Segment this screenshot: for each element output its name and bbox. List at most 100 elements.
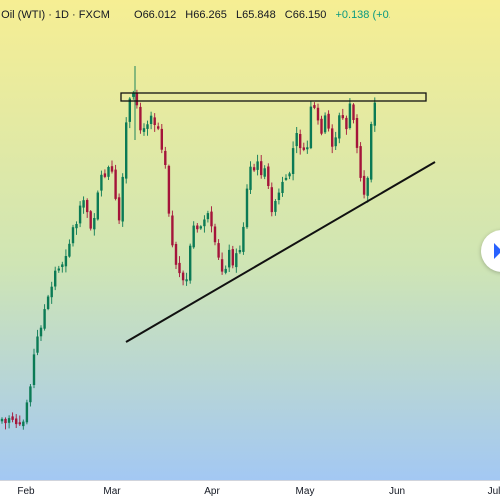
candle-body <box>43 309 46 329</box>
candle-body <box>245 188 249 228</box>
candle-body <box>235 253 238 268</box>
candle-body <box>281 181 284 193</box>
candle-body <box>146 124 149 129</box>
candle-body <box>142 128 146 132</box>
x-tick-label: Jun <box>389 486 405 497</box>
candle-body <box>355 118 359 148</box>
candle-body <box>327 113 330 129</box>
candle-body <box>352 104 355 120</box>
high-value: 66.265 <box>193 9 227 21</box>
candle-body <box>89 211 92 229</box>
x-tick-label: May <box>296 486 315 497</box>
close-label: C <box>284 9 293 21</box>
candle-body <box>110 166 114 172</box>
candle-body <box>39 327 43 337</box>
close-value: 66.150 <box>292 9 327 21</box>
low-value: 65.848 <box>242 9 276 21</box>
candle-body <box>256 161 259 170</box>
candle-body <box>4 418 7 424</box>
candle-body <box>224 268 227 273</box>
candle-body <box>29 386 32 403</box>
candle-body <box>25 402 29 423</box>
candle-body <box>96 192 99 220</box>
change-value: +0.138 (+0.21%) <box>335 9 390 21</box>
candle-body <box>199 226 202 229</box>
candle-body <box>132 93 135 97</box>
candle-body <box>299 134 302 149</box>
candle-body <box>93 218 96 230</box>
candles <box>0 66 376 430</box>
candle-body <box>103 173 107 177</box>
candle-body <box>252 167 256 171</box>
symbol-title: e Oil (WTI) · 1D · FXCM <box>0 9 110 21</box>
candle-body <box>213 226 217 243</box>
candle-body <box>313 105 316 108</box>
candle-body <box>338 115 341 139</box>
candle-body <box>107 167 110 177</box>
candle-body <box>203 219 206 227</box>
candle-body <box>242 226 245 252</box>
candle-body <box>267 166 270 186</box>
high-label: H <box>185 9 194 21</box>
candle-body <box>36 336 39 353</box>
candle-body <box>270 187 273 213</box>
candle-body <box>125 122 128 179</box>
candle-body <box>82 200 85 208</box>
candle-body <box>345 117 348 130</box>
candle-body <box>220 259 224 272</box>
candle-body <box>284 177 288 180</box>
candle-body <box>231 249 234 266</box>
candle-body <box>196 225 199 230</box>
candle-body <box>359 146 362 178</box>
candle-body <box>192 225 195 248</box>
scroll-right-button[interactable] <box>481 230 500 272</box>
candle-body <box>71 227 75 244</box>
candle-body <box>210 211 213 227</box>
candle-body <box>341 115 344 119</box>
candle-body <box>295 133 298 147</box>
candle-body <box>228 249 231 268</box>
candle-body <box>75 224 78 229</box>
resistance-box <box>120 92 427 102</box>
low-label: L <box>235 9 243 21</box>
candle-body <box>171 215 174 246</box>
symbol-info-bar: e Oil (WTI) · 1D · FXCM O66.012 H66.265 … <box>0 6 390 26</box>
candle-body <box>370 124 373 180</box>
candle-body <box>114 169 117 199</box>
x-tick-label: Mar <box>103 486 121 497</box>
candle-body <box>54 270 57 287</box>
candle-body <box>149 115 153 124</box>
candle-body <box>160 128 163 150</box>
candle-body <box>362 175 366 195</box>
candle-body <box>323 115 327 133</box>
time-axis-ticks: Feb Mar Apr May Jun Jul <box>17 486 500 497</box>
candle-body <box>320 118 323 134</box>
candle-body <box>18 422 21 425</box>
candle-body <box>373 102 376 126</box>
candle-body <box>128 98 131 122</box>
candle-body <box>78 205 82 224</box>
candle-body <box>348 103 352 128</box>
candle-body <box>22 421 25 427</box>
candle-body <box>189 245 192 281</box>
candle-body <box>46 296 50 309</box>
candle-body <box>331 128 334 147</box>
open-label: O <box>134 9 143 21</box>
candle-body <box>274 201 277 212</box>
candle-body <box>64 256 68 267</box>
candle-body <box>178 262 181 274</box>
candle-body <box>260 161 263 176</box>
candle-body <box>306 147 309 150</box>
time-axis <box>0 480 500 500</box>
candle-body <box>86 200 89 213</box>
candle-body <box>164 150 167 165</box>
candle-body <box>334 137 337 147</box>
candle-body <box>366 177 369 196</box>
candle-body <box>263 168 266 177</box>
candle-body <box>7 418 11 423</box>
candle-body <box>100 174 103 191</box>
candle-body <box>68 243 71 257</box>
candle-body <box>15 418 18 425</box>
